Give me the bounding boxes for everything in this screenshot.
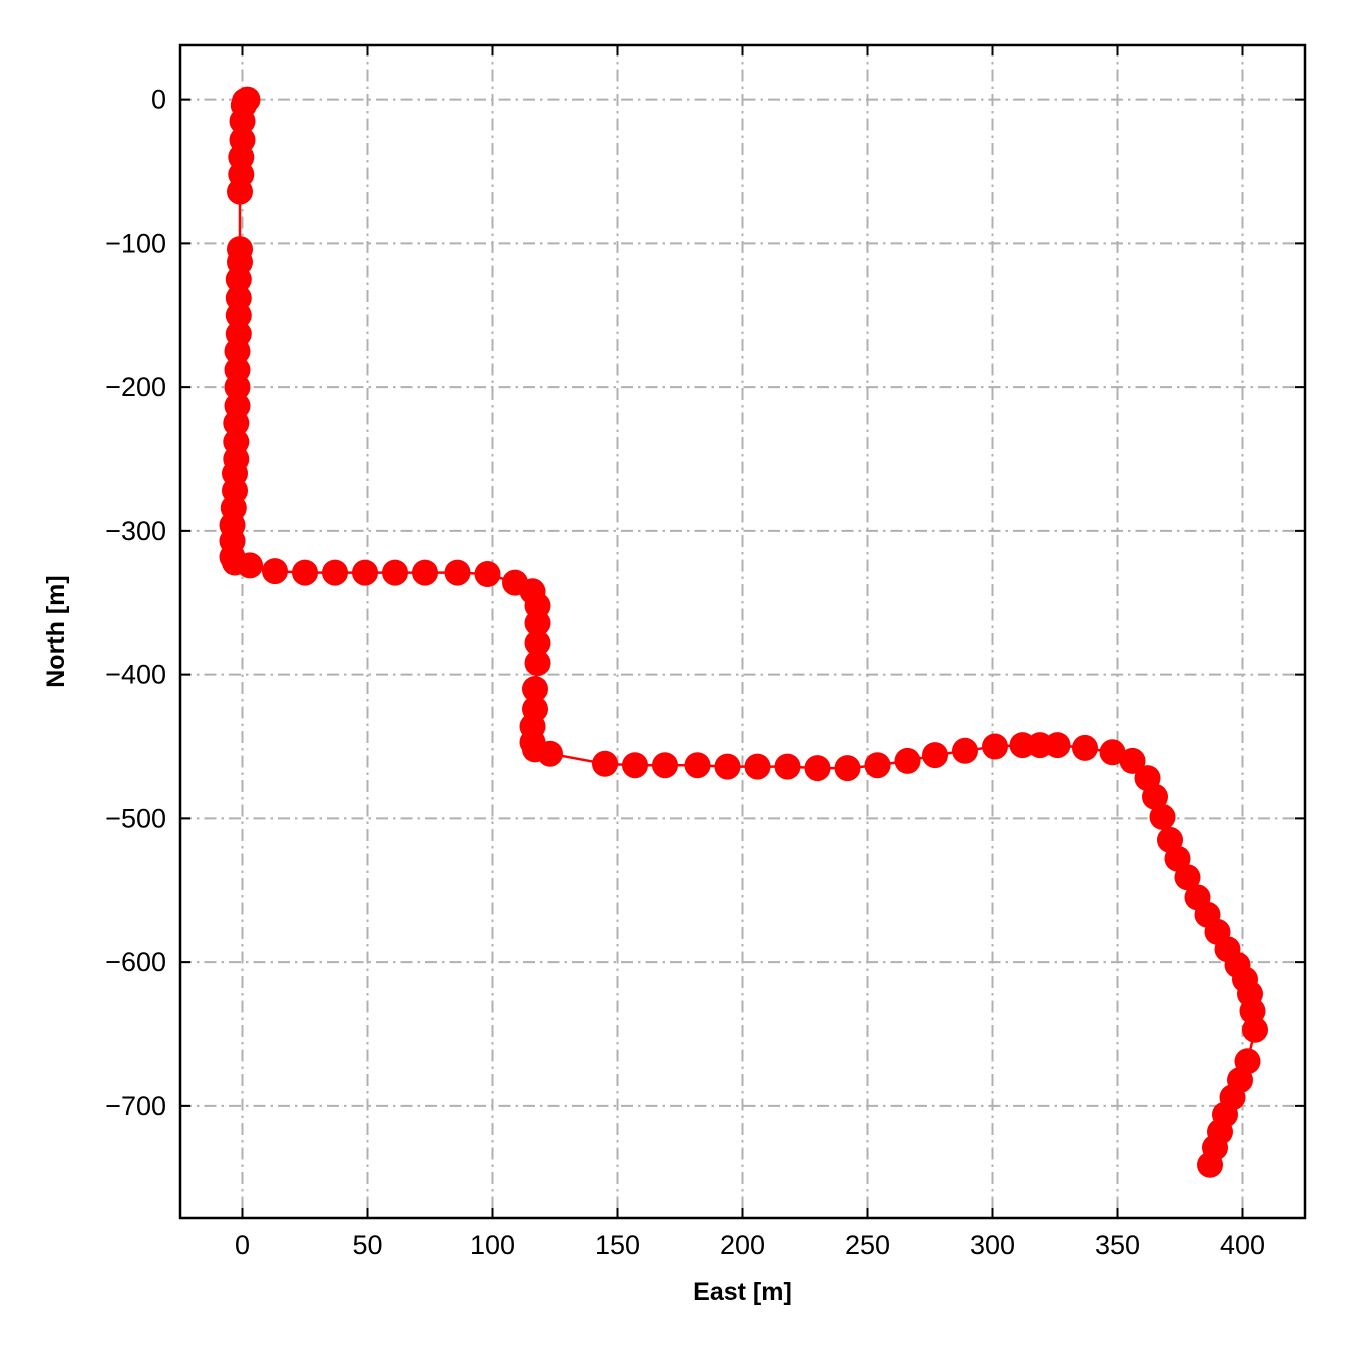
data-point <box>537 740 563 767</box>
data-point <box>522 676 548 702</box>
x-tick-label: 400 <box>1220 1230 1265 1260</box>
data-point <box>684 752 711 779</box>
data-point <box>322 559 348 586</box>
y-axis-label: North [m] <box>42 575 70 687</box>
data-point <box>1072 734 1098 761</box>
data-point <box>1142 783 1168 810</box>
y-tick-label: −700 <box>105 1091 166 1121</box>
data-point <box>382 559 408 586</box>
y-tick-label: −500 <box>105 803 166 833</box>
data-point <box>652 752 678 779</box>
data-point <box>714 753 741 780</box>
x-tick-label: 350 <box>1095 1230 1140 1260</box>
y-tick-label: −400 <box>105 660 166 690</box>
data-point <box>237 552 263 579</box>
data-point <box>864 752 891 779</box>
data-point <box>352 559 378 586</box>
data-point <box>524 650 551 677</box>
data-point <box>1044 732 1071 759</box>
axis-ticks: 0 50 100 150 200 250 300 350 400 0 −100 −200 −300 −40… <box>105 45 1305 1260</box>
x-tick-label: 50 <box>352 1230 382 1260</box>
x-tick-label: 200 <box>720 1230 765 1260</box>
data-point <box>982 733 1008 760</box>
data-point <box>894 747 921 774</box>
data-point <box>952 737 978 764</box>
data-point <box>225 302 252 329</box>
x-tick-label: 150 <box>595 1230 640 1260</box>
data-point <box>1149 803 1176 830</box>
data-point <box>922 742 948 769</box>
data-point <box>229 108 256 135</box>
data-point <box>224 374 251 401</box>
data-point <box>622 752 648 779</box>
y-tick-label: −100 <box>105 228 166 258</box>
data-point <box>524 630 551 656</box>
x-axis-label: East [m] <box>693 1278 792 1306</box>
y-tick-label: −300 <box>105 516 166 546</box>
y-tick-label: −200 <box>105 372 166 402</box>
data-point <box>524 609 551 636</box>
data-point <box>1197 1151 1223 1178</box>
data-point <box>444 559 471 586</box>
data-point <box>224 338 251 365</box>
data-point <box>744 753 771 780</box>
data-point <box>834 755 861 782</box>
x-tick-label: 100 <box>470 1230 515 1260</box>
data-point <box>474 561 501 587</box>
data-point <box>227 178 253 205</box>
data-point <box>1099 739 1126 766</box>
data-point <box>1119 747 1146 774</box>
x-tick-label: 250 <box>845 1230 890 1260</box>
x-tick-label: 0 <box>235 1230 250 1260</box>
grid-lines <box>180 45 1305 1218</box>
data-point <box>1242 1016 1268 1043</box>
data-point <box>1174 864 1201 891</box>
data-point <box>412 559 438 586</box>
data-series <box>219 86 1268 1178</box>
y-tick-label: −600 <box>105 947 166 977</box>
data-point <box>262 558 288 585</box>
data-point <box>225 266 252 293</box>
x-tick-label: 300 <box>970 1230 1015 1260</box>
data-point <box>774 753 801 780</box>
data-point <box>292 559 318 586</box>
data-point <box>804 755 831 782</box>
data-point <box>223 410 250 437</box>
y-tick-label: 0 <box>151 85 166 115</box>
data-point <box>592 750 618 777</box>
